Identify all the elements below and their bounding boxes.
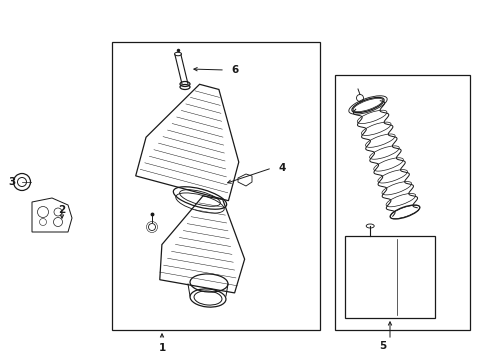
Text: 4: 4 — [278, 163, 285, 173]
Bar — [345, 236, 434, 318]
Text: 1: 1 — [158, 343, 165, 353]
Text: 5: 5 — [379, 341, 386, 351]
Bar — [334, 75, 469, 330]
Text: 6: 6 — [231, 65, 238, 75]
Text: 2: 2 — [58, 205, 65, 215]
Text: 3: 3 — [8, 177, 16, 187]
Bar — [112, 42, 319, 330]
